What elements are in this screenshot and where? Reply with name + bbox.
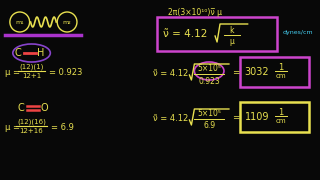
- Text: 5×10⁵: 5×10⁵: [197, 109, 221, 118]
- Text: k: k: [230, 26, 234, 35]
- Text: μ: μ: [229, 37, 234, 46]
- Text: cm: cm: [276, 73, 286, 79]
- Text: m₁: m₁: [15, 19, 24, 24]
- Text: = 0.923: = 0.923: [49, 68, 83, 76]
- Text: μ =: μ =: [5, 68, 20, 76]
- Text: 2π(3×10¹⁰)ν̅ μ: 2π(3×10¹⁰)ν̅ μ: [168, 8, 222, 17]
- Text: cm: cm: [276, 118, 286, 124]
- Text: 5×10⁵: 5×10⁵: [197, 64, 221, 73]
- Text: 3032: 3032: [245, 67, 269, 77]
- Text: 1: 1: [279, 62, 284, 71]
- Text: H: H: [36, 48, 44, 58]
- Text: O: O: [40, 103, 48, 113]
- Text: ν̃ = 4.12: ν̃ = 4.12: [153, 69, 188, 78]
- Text: =: =: [232, 114, 239, 123]
- Text: C: C: [18, 103, 25, 113]
- Text: = 6.9: = 6.9: [51, 123, 74, 132]
- Text: dynes/cm: dynes/cm: [282, 30, 313, 35]
- Text: C: C: [15, 48, 21, 58]
- Text: ν̃ = 4.12: ν̃ = 4.12: [153, 114, 188, 123]
- Text: 1: 1: [279, 107, 284, 116]
- Text: ν̃ = 4.12: ν̃ = 4.12: [163, 29, 207, 39]
- Text: =: =: [232, 69, 239, 78]
- Text: 0.923: 0.923: [198, 76, 220, 86]
- Text: m₂: m₂: [63, 19, 71, 24]
- Text: 12+16: 12+16: [20, 128, 44, 134]
- Text: (12)(16): (12)(16): [17, 119, 46, 125]
- Text: 1109: 1109: [245, 112, 269, 122]
- Text: 12+1: 12+1: [22, 73, 41, 79]
- Text: μ =: μ =: [5, 123, 20, 132]
- Text: 6.9: 6.9: [203, 122, 215, 130]
- Text: (12)(1): (12)(1): [20, 64, 44, 70]
